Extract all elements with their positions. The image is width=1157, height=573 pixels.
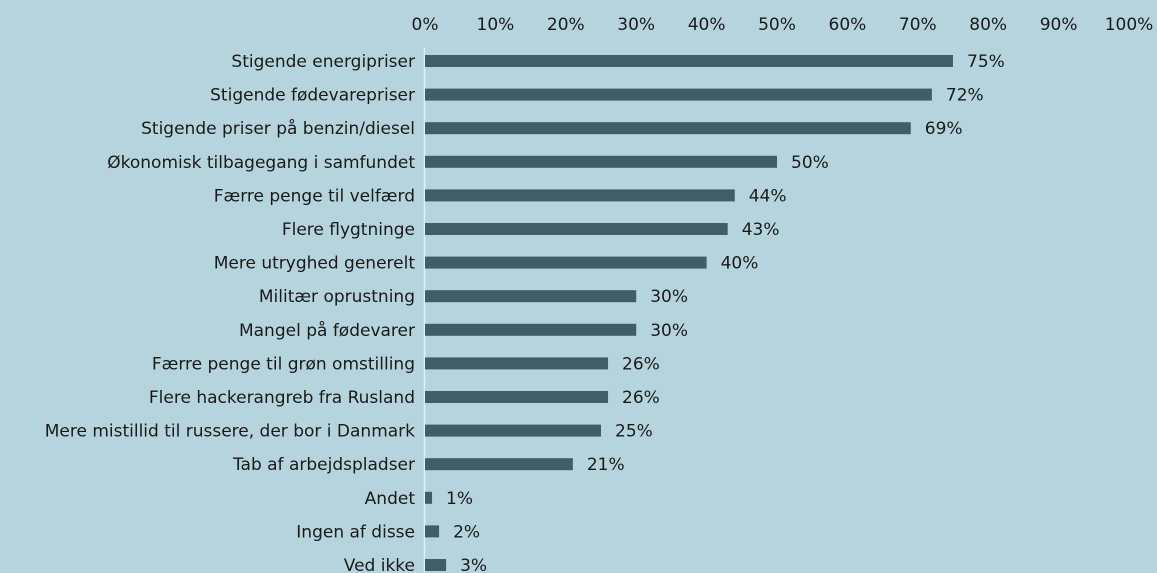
bar — [425, 189, 735, 202]
value-label: 75% — [967, 52, 1005, 72]
bar — [425, 391, 609, 403]
bar — [425, 88, 932, 101]
x-tick-label: 0% — [412, 15, 439, 35]
bar — [425, 55, 953, 67]
bar — [425, 223, 728, 235]
bar — [425, 491, 433, 504]
x-tick-label: 50% — [758, 15, 796, 35]
value-label: 26% — [622, 354, 660, 374]
value-label: 2% — [453, 522, 480, 542]
bar — [425, 323, 637, 336]
x-tick-label: 90% — [1040, 15, 1078, 35]
category-label: Flere flygtninge — [282, 220, 415, 240]
category-label: Militær oprustning — [259, 287, 415, 307]
bar — [425, 122, 911, 135]
category-label: Mere mistillid til russere, der bor i Da… — [45, 422, 415, 442]
x-tick-label: 40% — [688, 15, 726, 35]
x-tick-label: 30% — [617, 15, 655, 35]
x-tick-label: 100% — [1105, 15, 1154, 35]
bar — [425, 357, 609, 370]
category-label: Mere utryghed generelt — [214, 254, 416, 274]
bar — [425, 155, 777, 168]
value-label: 1% — [446, 489, 473, 509]
category-label: Stigende energipriser — [231, 52, 415, 72]
category-label: Ved ikke — [344, 556, 415, 573]
bar — [425, 424, 601, 437]
category-label: Stigende priser på benzin/diesel — [141, 118, 415, 139]
category-label: Mangel på fødevarer — [239, 320, 415, 341]
category-label: Økonomisk tilbagegang i samfundet — [107, 153, 415, 173]
bar — [425, 458, 573, 471]
value-label: 44% — [749, 186, 787, 206]
x-tick-label: 80% — [969, 15, 1007, 35]
x-tick-label: 60% — [829, 15, 867, 35]
value-label: 43% — [742, 220, 780, 240]
value-label: 40% — [721, 254, 759, 274]
x-tick-label: 70% — [899, 15, 937, 35]
bar — [425, 290, 637, 303]
value-label: 3% — [460, 556, 487, 573]
category-label: Andet — [365, 489, 416, 509]
category-label: Tab af arbejdspladser — [232, 455, 415, 475]
value-label: 50% — [791, 153, 829, 173]
category-label: Flere hackerangreb fra Rusland — [149, 388, 415, 408]
category-label: Stigende fødevarepriser — [210, 86, 415, 106]
category-label: Færre penge til velfærd — [214, 186, 415, 206]
value-label: 69% — [925, 119, 963, 139]
x-tick-label: 20% — [547, 15, 585, 35]
value-label: 30% — [650, 287, 688, 307]
value-label: 72% — [946, 86, 984, 106]
value-label: 21% — [587, 455, 625, 475]
bar — [425, 256, 707, 269]
x-tick-label: 10% — [477, 15, 515, 35]
value-label: 30% — [650, 321, 688, 341]
bar — [425, 525, 440, 538]
value-label: 26% — [622, 388, 660, 408]
value-label: 25% — [615, 422, 653, 442]
category-label: Færre penge til grøn omstilling — [152, 354, 415, 374]
category-label: Ingen af disse — [296, 522, 415, 542]
bar — [425, 559, 447, 571]
